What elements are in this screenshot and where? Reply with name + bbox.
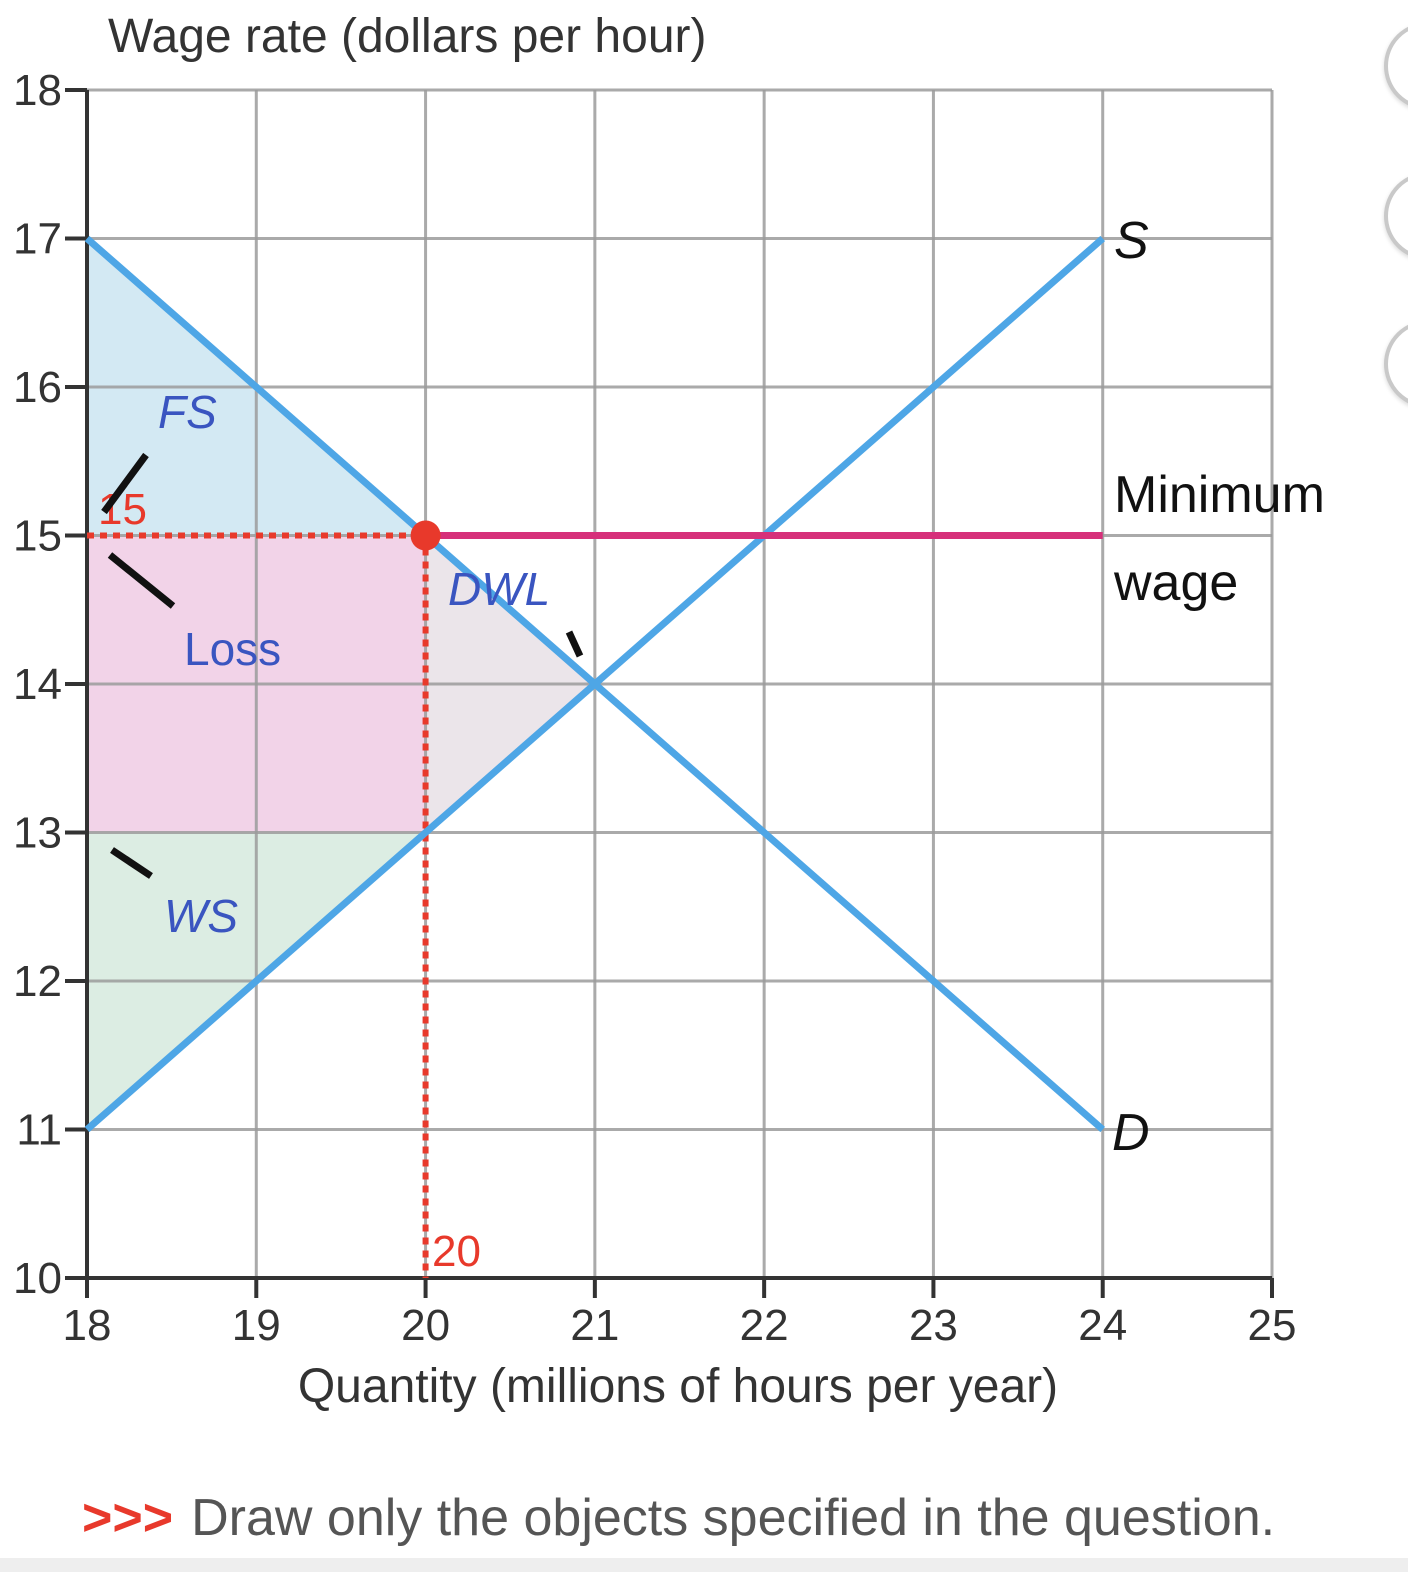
demand-curve-label: D: [1112, 1104, 1150, 1162]
instruction-arrows: >>>: [82, 1489, 174, 1547]
markers: [410, 520, 441, 551]
x-tick-label-24: 24: [1078, 1301, 1127, 1350]
y-tick-label-14: 14: [13, 660, 62, 709]
x-axis-title: Quantity (millions of hours per year): [298, 1360, 1058, 1413]
fs-area-label: FS: [158, 386, 217, 438]
x-tick-label-22: 22: [740, 1301, 789, 1350]
x-tick-label-23: 23: [909, 1301, 958, 1350]
loss-area-label: Loss: [184, 623, 281, 675]
supply-curve-label: S: [1114, 212, 1149, 270]
instruction-message: Draw only the objects specified in the q…: [191, 1489, 1276, 1547]
x-tick-label-25: 25: [1248, 1301, 1297, 1350]
tick-labels: 10 11 12 13 14 15 16 17 18 18 19 20 21 22 23 24 25: [13, 66, 1296, 1350]
chart: 10 11 12 13 14 15 16 17 18 18 19 20 21 22 23 24 25 Wage …: [13, 10, 1325, 1413]
y-tick-label-11: 11: [16, 1106, 62, 1155]
demand-curve: [84, 235, 1106, 1133]
grid-lines: [85, 88, 1274, 1280]
dwl-pointer-line: [565, 630, 584, 658]
minimum-wage-label-line1: Minimum: [1114, 466, 1325, 524]
x-tick-label-21: 21: [570, 1301, 619, 1350]
guide-lines: [87, 532, 429, 1278]
fs-pointer-line: [101, 452, 149, 515]
dwl-area-label: DWL: [448, 563, 550, 615]
y-tick-label-18: 18: [13, 66, 62, 115]
y-tick-label-10: 10: [13, 1254, 62, 1303]
x-tick-label-18: 18: [63, 1301, 112, 1350]
x-tick-label-20: 20: [401, 1301, 450, 1350]
minimum-wage-point: [410, 520, 441, 551]
y-tick-label-16: 16: [13, 363, 62, 412]
y-axis-title: Wage rate (dollars per hour): [108, 10, 706, 63]
bottom-bar: [0, 1558, 1408, 1572]
label-pointer-lines: [101, 452, 584, 879]
x-tick-label-19: 19: [232, 1301, 281, 1350]
ws-area-label: WS: [164, 890, 238, 942]
ws-pointer-line: [110, 847, 153, 879]
point-x-label: 20: [432, 1227, 481, 1276]
y-tick-label-12: 12: [13, 957, 62, 1006]
y-tick-label-15: 15: [13, 512, 62, 561]
instruction-text: >>> Draw only the objects specified in th…: [82, 1488, 1275, 1548]
y-tick-label-17: 17: [13, 215, 62, 264]
y-tick-label-13: 13: [13, 809, 62, 858]
curves: [84, 235, 1106, 1133]
loss-pointer-line: [107, 552, 176, 609]
minimum-wage-label-line2: wage: [1113, 554, 1238, 612]
